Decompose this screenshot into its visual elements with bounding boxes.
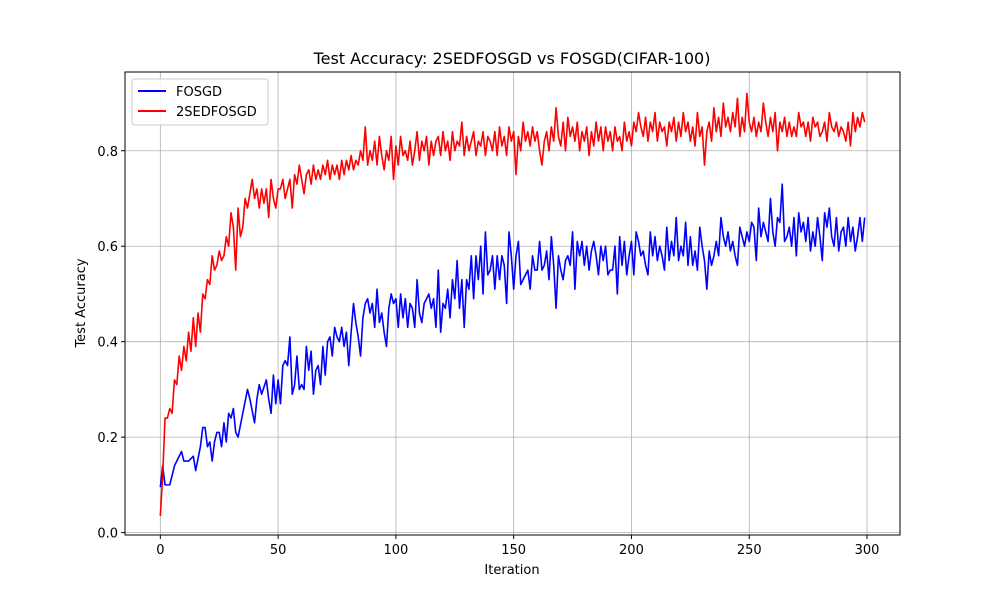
- x-tick-label: 50: [270, 543, 287, 558]
- plot-area: [125, 72, 900, 535]
- x-tick-label: 200: [619, 543, 644, 558]
- y-tick-label: 0.6: [97, 240, 118, 255]
- legend-label-fosgd: FOSGD: [176, 85, 222, 100]
- legend: FOSGD 2SEDFOSGD: [131, 78, 269, 126]
- y-tick-label: 0.0: [97, 527, 118, 542]
- series-layer: [159, 92, 866, 516]
- y-axis-label: Test Accuracy: [74, 258, 89, 348]
- axis-ticks: 0 50 100 150 200 250 300 0.0 0.2 0.4 0.6 0.8: [97, 145, 879, 558]
- x-tick-label: 300: [855, 543, 880, 558]
- legend-label-2sedfosgd: 2SEDFOSGD: [176, 105, 257, 120]
- x-tick-label: 100: [383, 543, 408, 558]
- x-axis-label: Iteration: [484, 563, 539, 578]
- x-tick-label: 0: [156, 543, 164, 558]
- series-line-fosgd: [159, 183, 866, 488]
- series-line-2sedfosgd: [159, 92, 866, 516]
- chart-title: Test Accuracy: 2SEDFOSGD vs FOSGD(CIFAR-…: [313, 49, 711, 68]
- plot-frame: [124, 71, 901, 536]
- x-tick-label: 250: [737, 543, 762, 558]
- y-tick-label: 0.2: [97, 431, 118, 446]
- y-tick-label: 0.4: [97, 336, 118, 351]
- x-tick-label: 150: [501, 543, 526, 558]
- y-tick-label: 0.8: [97, 145, 118, 160]
